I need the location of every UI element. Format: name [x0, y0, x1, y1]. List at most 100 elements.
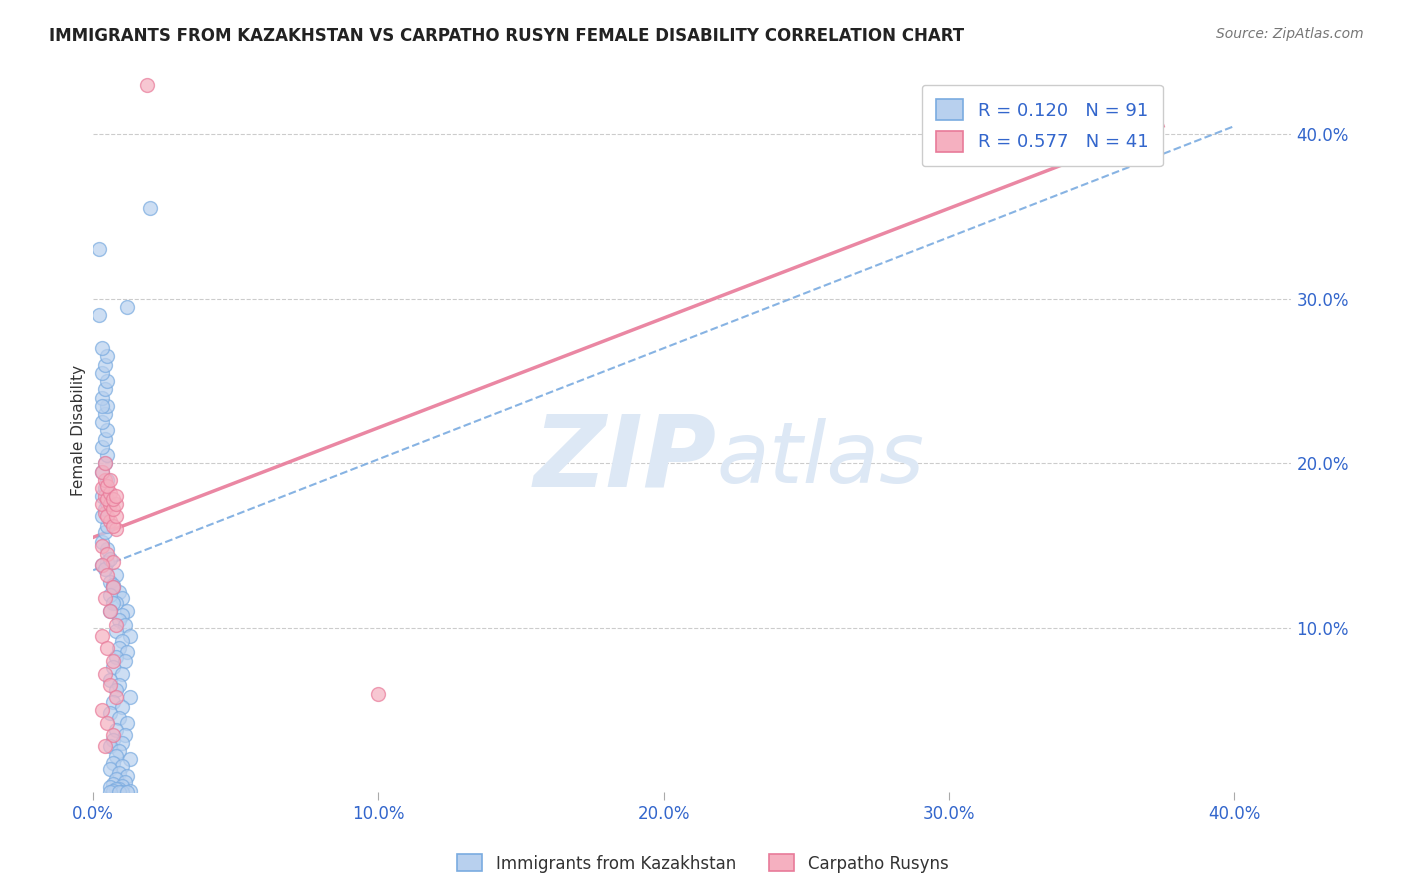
Point [108, 711, 131, 725]
Point [117, 300, 139, 314]
Point [90, 366, 112, 380]
Point [93, 407, 115, 421]
Point [98, 678, 121, 692]
Point [90, 440, 112, 454]
Point [93, 432, 115, 446]
Point [96, 508, 118, 523]
Point [105, 617, 128, 632]
Point [96, 448, 118, 462]
Point [90, 399, 112, 413]
Legend: R = 0.120   N = 91, R = 0.577   N = 41: R = 0.120 N = 91, R = 0.577 N = 41 [921, 85, 1163, 166]
Point [105, 497, 128, 511]
Point [98, 551, 121, 566]
Point [114, 728, 136, 742]
Point [108, 640, 131, 655]
Point [96, 716, 118, 731]
Point [96, 555, 118, 569]
Point [101, 492, 124, 507]
Point [111, 699, 134, 714]
Point [105, 782, 128, 797]
Point [108, 744, 131, 758]
Point [105, 650, 128, 665]
Point [96, 640, 118, 655]
Point [90, 465, 112, 479]
Point [114, 617, 136, 632]
Point [108, 613, 131, 627]
Point [93, 739, 115, 754]
Point [101, 777, 124, 791]
Point [108, 785, 131, 799]
Point [101, 660, 124, 674]
Point [105, 508, 128, 523]
Point [101, 732, 124, 747]
Point [98, 785, 121, 799]
Point [98, 762, 121, 776]
Point [120, 690, 142, 704]
Point [98, 574, 121, 589]
Point [105, 749, 128, 764]
Point [108, 765, 131, 780]
Point [87, 308, 110, 322]
Point [98, 604, 121, 618]
Point [117, 785, 139, 799]
Point [101, 518, 124, 533]
Point [98, 473, 121, 487]
Text: atlas: atlas [716, 417, 924, 500]
Point [117, 716, 139, 731]
Text: ZIP: ZIP [533, 411, 716, 508]
Point [105, 683, 128, 698]
Point [108, 782, 131, 797]
Point [90, 497, 112, 511]
Text: IMMIGRANTS FROM KAZAKHSTAN VS CARPATHO RUSYN FEMALE DISABILITY CORRELATION CHART: IMMIGRANTS FROM KAZAKHSTAN VS CARPATHO R… [49, 27, 965, 45]
Point [93, 456, 115, 470]
Point [90, 391, 112, 405]
Point [101, 502, 124, 516]
Point [90, 489, 112, 503]
Point [93, 666, 115, 681]
Point [90, 629, 112, 643]
Point [139, 202, 162, 216]
Point [105, 690, 128, 704]
Point [93, 502, 115, 516]
Y-axis label: Female Disability: Female Disability [72, 365, 86, 496]
Point [93, 525, 115, 540]
Point [98, 673, 121, 688]
Point [117, 604, 139, 618]
Point [93, 489, 115, 503]
Point [96, 492, 118, 507]
Point [111, 759, 134, 773]
Point [90, 703, 112, 717]
Point [96, 518, 118, 533]
Point [111, 779, 134, 793]
Point [96, 568, 118, 582]
Point [111, 634, 134, 648]
Point [108, 584, 131, 599]
Point [101, 695, 124, 709]
Point [114, 654, 136, 668]
Point [96, 399, 118, 413]
Point [111, 607, 134, 622]
Point [105, 624, 128, 638]
Point [101, 783, 124, 797]
Point [105, 723, 128, 737]
Point [101, 756, 124, 770]
Point [93, 506, 115, 520]
Point [96, 547, 118, 561]
Point [120, 783, 142, 797]
Point [101, 578, 124, 592]
Point [96, 374, 118, 388]
Text: Source: ZipAtlas.com: Source: ZipAtlas.com [1216, 27, 1364, 41]
Point [96, 473, 118, 487]
Point [90, 508, 112, 523]
Point [90, 539, 112, 553]
Point [93, 382, 115, 396]
Point [136, 78, 159, 92]
Point [90, 535, 112, 549]
Point [90, 558, 112, 573]
Point [90, 465, 112, 479]
Point [93, 561, 115, 575]
Point [98, 604, 121, 618]
Point [101, 596, 124, 610]
Point [90, 481, 112, 495]
Point [114, 775, 136, 789]
